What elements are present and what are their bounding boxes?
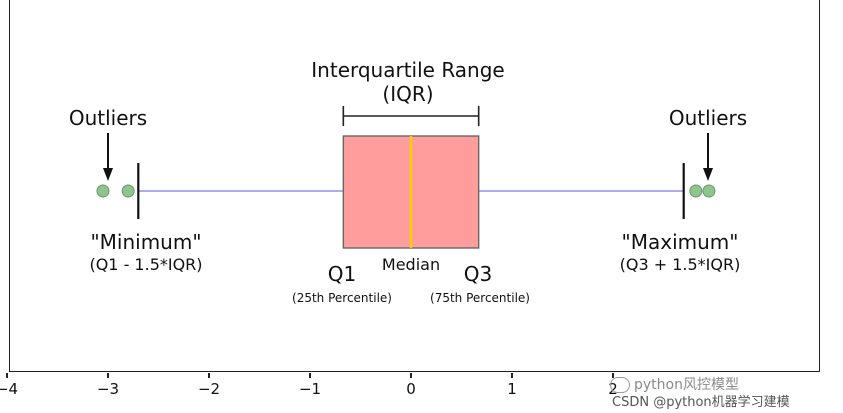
x-tick-label: 0: [406, 380, 416, 398]
outlier-point: [121, 184, 135, 198]
wechat-icon: [610, 377, 630, 393]
x-tick-label: −4: [0, 380, 19, 398]
watermark-line1: python风控模型: [634, 377, 739, 393]
median-label: Median: [381, 255, 441, 274]
x-tick-label: 1: [507, 380, 517, 398]
outliers-right-arrow-head: [703, 168, 713, 181]
minimum-formula: (Q1 - 1.5*IQR): [89, 255, 203, 274]
x-tick-label: −1: [298, 380, 322, 398]
outliers-right-label: Outliers: [668, 106, 748, 130]
outlier-point: [689, 184, 703, 198]
maximum-label: "Maximum": [621, 230, 739, 254]
outliers-left-arrow-head: [103, 168, 113, 181]
plot-frame: [9, 0, 820, 372]
x-tick-mark: [107, 373, 109, 378]
outlier-point: [96, 184, 110, 198]
iqr-abbr: (IQR): [382, 82, 434, 106]
q1-label: Q1: [327, 262, 357, 286]
x-tick-label: −3: [96, 380, 120, 398]
outlier-point: [702, 184, 716, 198]
q3-percentile-note: (75th Percentile): [430, 291, 530, 305]
q1-percentile-note: (25th Percentile): [292, 291, 392, 305]
maximum-formula: (Q3 + 1.5*IQR): [619, 255, 741, 274]
outliers-left-label: Outliers: [68, 106, 148, 130]
minimum-label: "Minimum": [90, 230, 202, 254]
iqr-title: Interquartile Range: [311, 58, 505, 82]
q3-label: Q3: [463, 262, 493, 286]
x-tick-mark: [511, 373, 513, 378]
x-tick-mark: [6, 373, 8, 378]
x-tick-mark: [208, 373, 210, 378]
x-tick-mark: [410, 373, 412, 378]
watermark: python风控模型: [610, 374, 739, 394]
watermark-source: CSDN @python机器学习建模: [612, 395, 790, 410]
x-tick-mark: [309, 373, 311, 378]
x-tick-mark: [612, 373, 614, 378]
x-tick-label: −2: [197, 380, 221, 398]
